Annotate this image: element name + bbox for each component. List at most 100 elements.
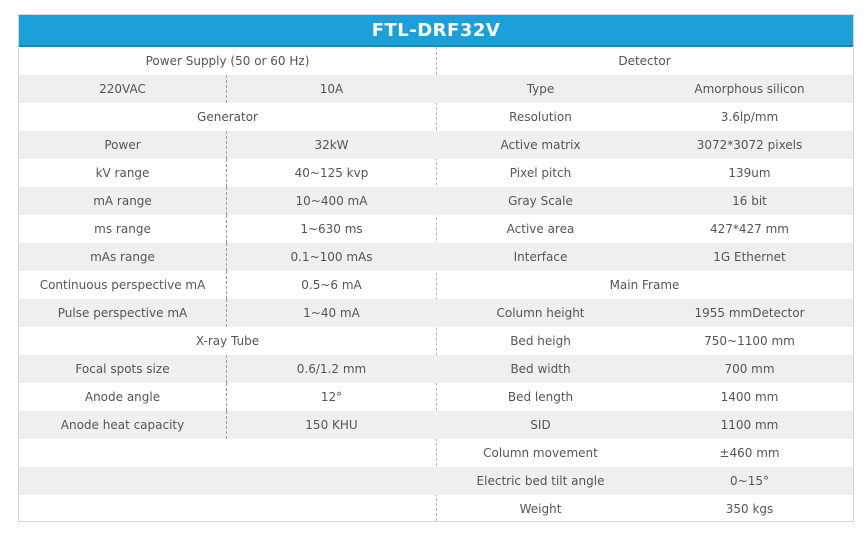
right-spec-column: Detector Type Amorphous silicon Resolution 3…: [436, 47, 853, 523]
spec-value: 1~630 ms: [300, 222, 363, 236]
spec-label: mA range: [93, 194, 152, 208]
spec-value: 1400 mm: [720, 390, 779, 404]
spec-label: Weight: [519, 502, 562, 516]
empty-row: [19, 495, 436, 523]
spec-value: 0.6/1.2 mm: [296, 362, 367, 376]
cell-divider: [226, 243, 227, 271]
spec-value: 16 bit: [732, 194, 767, 208]
spec-label: Anode heat capacity: [60, 418, 185, 432]
spec-row-mas-range: mAs range 0.1~100 mAs: [19, 243, 436, 271]
spec-label: Power: [104, 138, 141, 152]
cell-divider: [226, 271, 227, 299]
spec-row-interface: Interface 1G Ethernet: [436, 243, 853, 271]
spec-value: 427*427 mm: [709, 222, 789, 236]
spec-row-anode-angle: Anode angle 12°: [19, 383, 436, 411]
spec-value: 1G Ethernet: [713, 250, 786, 264]
spec-value: 0.5~6 mA: [301, 278, 362, 292]
cell-divider: [226, 159, 227, 187]
spec-row-column-height: Column height 1955 mmDetector: [436, 299, 853, 327]
cell-divider: [226, 355, 227, 383]
table-title: FTL-DRF32V: [19, 15, 853, 47]
spec-row-weight: Weight 350 kgs: [436, 495, 853, 523]
left-spec-column: Power Supply (50 or 60 Hz) 220VAC 10A Gener…: [19, 47, 436, 523]
spec-row-sid: SID 1100 mm: [436, 411, 853, 439]
spec-label: Column height: [496, 306, 585, 320]
spec-label: Bed length: [507, 390, 574, 404]
spec-label: kV range: [95, 166, 150, 180]
section-header: Main Frame: [436, 271, 853, 299]
spec-row-bed-heigh: Bed heigh 750~1100 mm: [436, 327, 853, 355]
spec-label: Gray Scale: [508, 194, 573, 208]
spec-value: 10~400 mA: [295, 194, 368, 208]
spec-label: Type: [526, 82, 555, 96]
empty-row: [19, 467, 436, 495]
spec-value: 40~125 kvp: [294, 166, 369, 180]
spec-label: Active matrix: [500, 138, 581, 152]
cell-divider: [226, 131, 227, 159]
cell-divider: [226, 383, 227, 411]
spec-row-continuous-perspective-ma: Continuous perspective mA 0.5~6 mA: [19, 271, 436, 299]
spec-value: 700 mm: [724, 362, 775, 376]
spec-value: 32kW: [314, 138, 349, 152]
spec-row-anode-heat-capacity: Anode heat capacity 150 KHU: [19, 411, 436, 439]
spec-label: SID: [530, 418, 551, 432]
spec-row-ms-range: ms range 1~630 ms: [19, 215, 436, 243]
section-title: Power Supply (50 or 60 Hz): [145, 54, 310, 68]
spec-row-resolution: Resolution 3.6lp/mm: [436, 103, 853, 131]
spec-label: Electric bed tilt angle: [476, 474, 605, 488]
spec-row-column-movement: Column movement ±460 mm: [436, 439, 853, 467]
spec-value: 3072*3072 pixels: [696, 138, 803, 152]
spec-value: 12°: [320, 390, 343, 404]
spec-row-electric-bed-tilt-angle: Electric bed tilt angle 0~15°: [436, 467, 853, 495]
section-title: X-ray Tube: [195, 334, 260, 348]
section-title: Main Frame: [609, 278, 680, 292]
spec-table: FTL-DRF32V Power Supply (50 or 60 Hz) 220…: [18, 14, 854, 522]
section-header: Power Supply (50 or 60 Hz): [19, 47, 436, 75]
spec-row-ma-range: mA range 10~400 mA: [19, 187, 436, 215]
spec-label: Focal spots size: [75, 362, 170, 376]
spec-row-gray-scale: Gray Scale 16 bit: [436, 187, 853, 215]
spec-value: 0~15°: [730, 474, 769, 488]
section-title: Generator: [197, 110, 258, 124]
spec-row-power: Power 32kW: [19, 131, 436, 159]
spec-value: 1100 mm: [720, 418, 779, 432]
spec-label: Bed width: [510, 362, 571, 376]
empty-row: [19, 439, 436, 467]
spec-label: 220VAC: [99, 82, 146, 96]
cell-divider: [226, 75, 227, 103]
spec-label: Interface: [513, 250, 568, 264]
spec-label: Continuous perspective mA: [39, 278, 206, 292]
spec-value: ±460 mm: [719, 446, 780, 460]
spec-row-active-matrix: Active matrix 3072*3072 pixels: [436, 131, 853, 159]
spec-row-pixel-pitch: Pixel pitch 139um: [436, 159, 853, 187]
section-title: Detector: [618, 54, 671, 68]
spec-label: Bed heigh: [510, 334, 571, 348]
spec-row-type: Type Amorphous silicon: [436, 75, 853, 103]
spec-label: Pulse perspective mA: [57, 306, 188, 320]
spec-value: 139um: [728, 166, 771, 180]
cell-divider: [226, 187, 227, 215]
spec-row-bed-width: Bed width 700 mm: [436, 355, 853, 383]
spec-row-active-area: Active area 427*427 mm: [436, 215, 853, 243]
spec-label: ms range: [94, 222, 151, 236]
spec-value: Amorphous silicon: [694, 82, 805, 96]
spec-row-kv-range: kV range 40~125 kvp: [19, 159, 436, 187]
spec-row-pulse-perspective-ma: Pulse perspective mA 1~40 mA: [19, 299, 436, 327]
spec-value: 750~1100 mm: [704, 334, 795, 348]
spec-row-220vac: 220VAC 10A: [19, 75, 436, 103]
cell-divider: [226, 299, 227, 327]
spec-label: Column movement: [483, 446, 598, 460]
cell-divider: [226, 411, 227, 439]
spec-label: Resolution: [509, 110, 572, 124]
spec-value: 3.6lp/mm: [720, 110, 779, 124]
section-header: Detector: [436, 47, 853, 75]
spec-label: mAs range: [90, 250, 155, 264]
spec-value: 10A: [319, 82, 344, 96]
spec-value: 1955 mmDetector: [694, 306, 805, 320]
spec-value: 0.1~100 mAs: [290, 250, 373, 264]
spec-row-focal-spots-size: Focal spots size 0.6/1.2 mm: [19, 355, 436, 383]
column-divider: [436, 47, 437, 521]
section-header: Generator: [19, 103, 436, 131]
spec-label: Active area: [506, 222, 575, 236]
spec-value: 1~40 mA: [303, 306, 360, 320]
